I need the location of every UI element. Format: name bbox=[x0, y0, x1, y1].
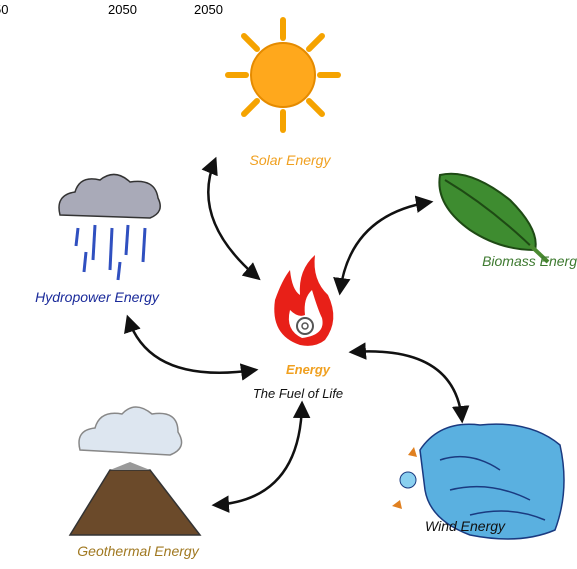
flame-icon bbox=[274, 255, 334, 346]
node-label: Geothermal Energy bbox=[77, 543, 199, 559]
header-label: 2050 bbox=[194, 2, 223, 17]
leaf-icon bbox=[438, 172, 550, 264]
arrow bbox=[333, 195, 434, 296]
node-label: Wind Energy bbox=[425, 518, 506, 534]
header-label: 50 bbox=[0, 2, 8, 17]
header-label: 2050 bbox=[108, 2, 137, 17]
node-label: Biomass Energ bbox=[482, 253, 577, 269]
arrow bbox=[124, 314, 259, 381]
rain-cloud-icon bbox=[58, 173, 161, 281]
center-subtitle: The Fuel of Life bbox=[253, 386, 343, 401]
wind-icon bbox=[392, 423, 565, 540]
arrows bbox=[124, 156, 470, 513]
arrow bbox=[348, 342, 470, 424]
node-label: Solar Energy bbox=[250, 152, 332, 168]
arrow bbox=[201, 156, 261, 281]
sun-icon bbox=[225, 17, 341, 133]
center-title: Energy bbox=[286, 362, 331, 377]
arrow bbox=[211, 400, 311, 513]
node-label: Hydropower Energy bbox=[35, 289, 160, 305]
volcano-icon bbox=[68, 406, 202, 536]
